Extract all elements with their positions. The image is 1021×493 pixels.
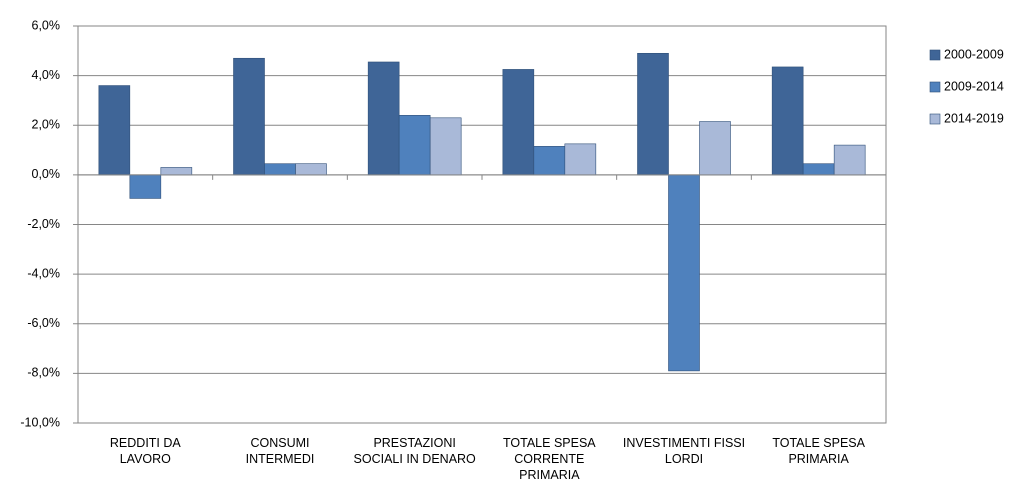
bar bbox=[564, 143, 597, 176]
legend-label: 2009-2014 bbox=[944, 79, 1004, 93]
bar bbox=[637, 52, 669, 176]
bar bbox=[699, 121, 731, 176]
bar bbox=[367, 61, 400, 176]
bar bbox=[129, 174, 162, 199]
bar bbox=[429, 117, 462, 176]
bar bbox=[160, 167, 193, 176]
bar bbox=[802, 163, 835, 176]
bar bbox=[502, 69, 535, 176]
x-tick-label: TOTALE SPESA CORRENTE PRIMARIA bbox=[503, 436, 596, 482]
y-tick-label: 6,0% bbox=[32, 18, 61, 32]
bar bbox=[771, 66, 804, 176]
bar bbox=[295, 163, 327, 176]
legend-label: 2000-2009 bbox=[944, 47, 1004, 61]
y-tick-label: 4,0% bbox=[32, 68, 61, 82]
y-tick-label: 0,0% bbox=[32, 167, 61, 181]
x-tick-label: REDDITI DA LAVORO bbox=[109, 436, 181, 466]
legend-swatch bbox=[929, 49, 941, 61]
bar bbox=[264, 163, 296, 176]
legend-label: 2014-2019 bbox=[944, 111, 1004, 125]
x-tick-label: CONSUMI INTERMEDI bbox=[245, 436, 315, 466]
bar bbox=[98, 85, 131, 176]
legend-swatch bbox=[929, 113, 941, 125]
y-tick-label: -6,0% bbox=[27, 316, 60, 330]
y-tick-label: -4,0% bbox=[27, 266, 60, 280]
y-tick-label: -2,0% bbox=[27, 217, 60, 231]
x-tick-label: INVESTIMENTI FISSI LORDI bbox=[622, 436, 746, 466]
x-tick-label: TOTALE SPESA PRIMARIA bbox=[772, 436, 865, 466]
y-tick-label: -10,0% bbox=[20, 415, 60, 429]
bar bbox=[833, 144, 866, 176]
bar bbox=[233, 57, 265, 176]
bar bbox=[533, 146, 566, 176]
legend-swatch bbox=[929, 81, 941, 93]
bar bbox=[398, 115, 431, 176]
y-tick-label: 2,0% bbox=[32, 118, 61, 132]
y-tick-label: -8,0% bbox=[27, 366, 60, 380]
bar bbox=[668, 174, 700, 372]
x-tick-label: PRESTAZIONI SOCIALI IN DENARO bbox=[353, 436, 476, 466]
